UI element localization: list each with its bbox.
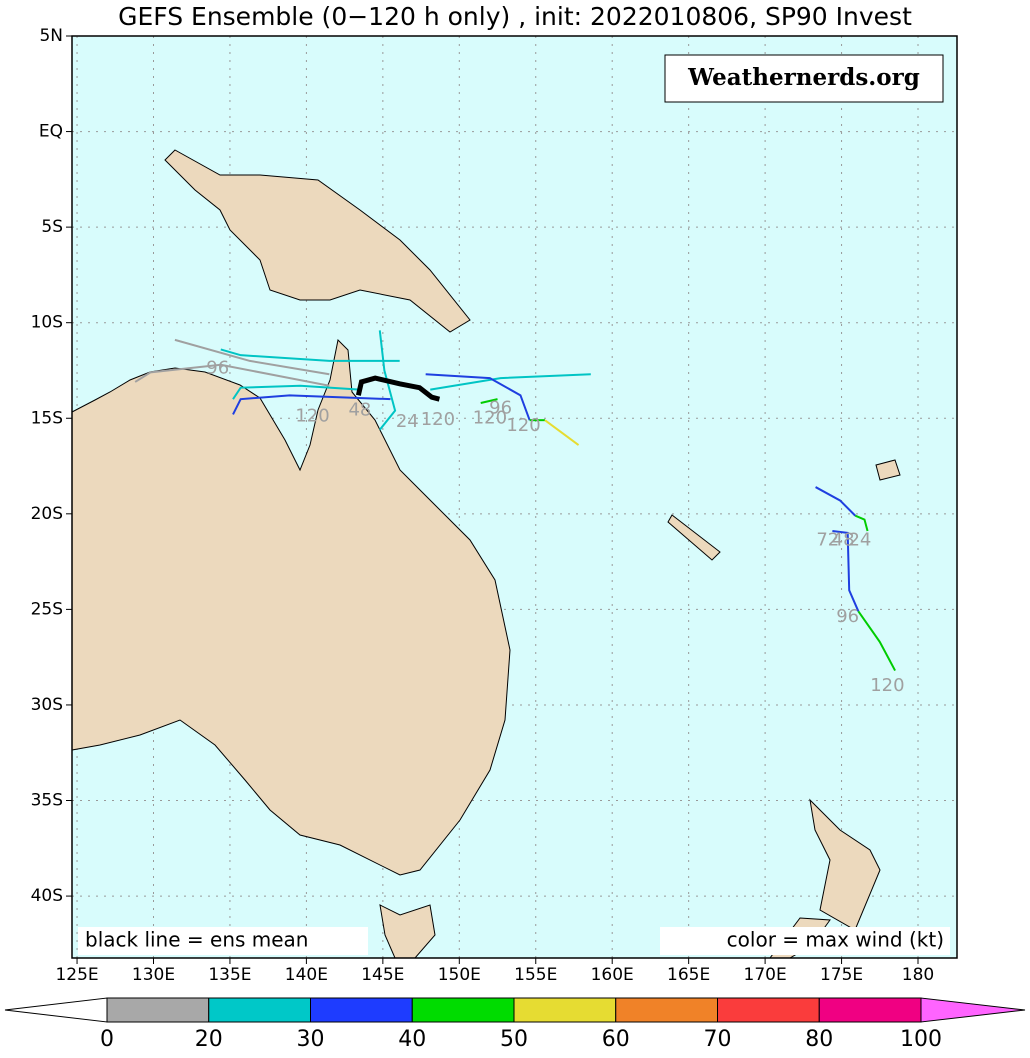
y-tick-label: 40S bbox=[31, 886, 63, 906]
colorbar-segment bbox=[411, 997, 515, 1023]
colorbar-segment bbox=[615, 997, 718, 1023]
x-tick-label: 145E bbox=[361, 965, 404, 985]
hour-label: 24 bbox=[396, 411, 419, 432]
note-box bbox=[78, 927, 368, 955]
x-tick-label: 125E bbox=[55, 965, 98, 985]
hour-label: 120 bbox=[870, 675, 904, 696]
colorbar-label: 60 bbox=[602, 1027, 630, 1052]
x-tick-label: 170E bbox=[744, 965, 787, 985]
new-guinea bbox=[164, 149, 471, 333]
hour-label: 120 bbox=[295, 405, 329, 426]
australia bbox=[71, 338, 511, 876]
track bbox=[232, 394, 391, 415]
track bbox=[355, 375, 441, 402]
y-tick-label: 20S bbox=[31, 504, 63, 524]
x-tick-label: 180 bbox=[902, 965, 934, 985]
tasmania bbox=[379, 904, 436, 959]
colorbar-segment bbox=[717, 997, 820, 1023]
colorbar-label: 50 bbox=[500, 1027, 528, 1052]
x-tick-label: 140E bbox=[285, 965, 328, 985]
track bbox=[174, 338, 330, 376]
new-caledonia bbox=[667, 514, 721, 561]
colorbar-segment bbox=[513, 997, 617, 1023]
hour-label: 96 bbox=[836, 606, 859, 627]
y-tick-label: 25S bbox=[31, 599, 63, 619]
x-tick-label: 160E bbox=[591, 965, 634, 985]
hour-label: 72 bbox=[816, 530, 839, 551]
x-tick-label: 165E bbox=[667, 965, 710, 985]
colorbar-segment bbox=[310, 997, 413, 1023]
x-tick-label: 155E bbox=[514, 965, 557, 985]
y-tick-label: 30S bbox=[31, 695, 63, 715]
x-tick-label: 175E bbox=[820, 965, 863, 985]
y-tick-label: 15S bbox=[31, 408, 63, 428]
track bbox=[832, 530, 860, 612]
y-tick-label: 35S bbox=[31, 791, 63, 811]
colorbar-label: 70 bbox=[704, 1027, 732, 1052]
hour-label: 120 bbox=[473, 407, 507, 428]
y-tick-label: 5N bbox=[39, 26, 63, 46]
watermark: Weathernerds.org bbox=[687, 64, 920, 91]
hour-label: 96 bbox=[489, 398, 512, 419]
hour-label: 120 bbox=[421, 409, 455, 430]
track bbox=[854, 514, 869, 532]
y-tick-label: 5S bbox=[41, 217, 63, 237]
hour-label: 120 bbox=[506, 415, 540, 436]
hour-label: 24 bbox=[848, 530, 871, 551]
x-tick-label: 135E bbox=[208, 965, 251, 985]
fiji bbox=[875, 459, 901, 481]
hour-label: 48 bbox=[832, 530, 855, 551]
track bbox=[134, 363, 330, 387]
x-tick-label: 150E bbox=[438, 965, 481, 985]
y-tick-label: 10S bbox=[31, 313, 63, 333]
colorbar-segment bbox=[208, 997, 311, 1023]
colorbar: 0 20 30 40 50 60 70 80 100 bbox=[4, 997, 1026, 1052]
track bbox=[220, 348, 400, 362]
watermark-box bbox=[664, 54, 944, 103]
colorbar-under bbox=[4, 997, 108, 1023]
title: GEFS Ensemble (0−120 h only) , init: 202… bbox=[118, 2, 912, 31]
track bbox=[425, 373, 531, 421]
colorbar-label: 0 bbox=[100, 1027, 114, 1052]
colorbar-segment bbox=[818, 997, 922, 1023]
track bbox=[544, 419, 580, 446]
track bbox=[857, 610, 896, 672]
track bbox=[232, 384, 360, 400]
colorbar-over bbox=[920, 997, 1026, 1023]
colorbar-label: 100 bbox=[900, 1027, 942, 1052]
track bbox=[430, 373, 591, 391]
note-right: color = max wind (kt) bbox=[727, 928, 944, 952]
track bbox=[815, 486, 857, 517]
frame bbox=[71, 35, 958, 959]
colorbar-label: 20 bbox=[195, 1027, 223, 1052]
track bbox=[480, 398, 498, 404]
x-tick-label: 130E bbox=[132, 965, 175, 985]
note-box bbox=[660, 927, 950, 955]
colorbar-label: 30 bbox=[297, 1027, 325, 1052]
colorbar-label: 40 bbox=[398, 1027, 426, 1052]
y-tick-label: EQ bbox=[39, 122, 63, 142]
colorbar-segment bbox=[106, 997, 210, 1023]
track bbox=[378, 330, 397, 431]
hour-label: 48 bbox=[348, 400, 371, 421]
note-left: black line = ens mean bbox=[85, 928, 309, 952]
colorbar-label: 80 bbox=[805, 1027, 833, 1052]
hour-label: 96 bbox=[206, 358, 229, 379]
